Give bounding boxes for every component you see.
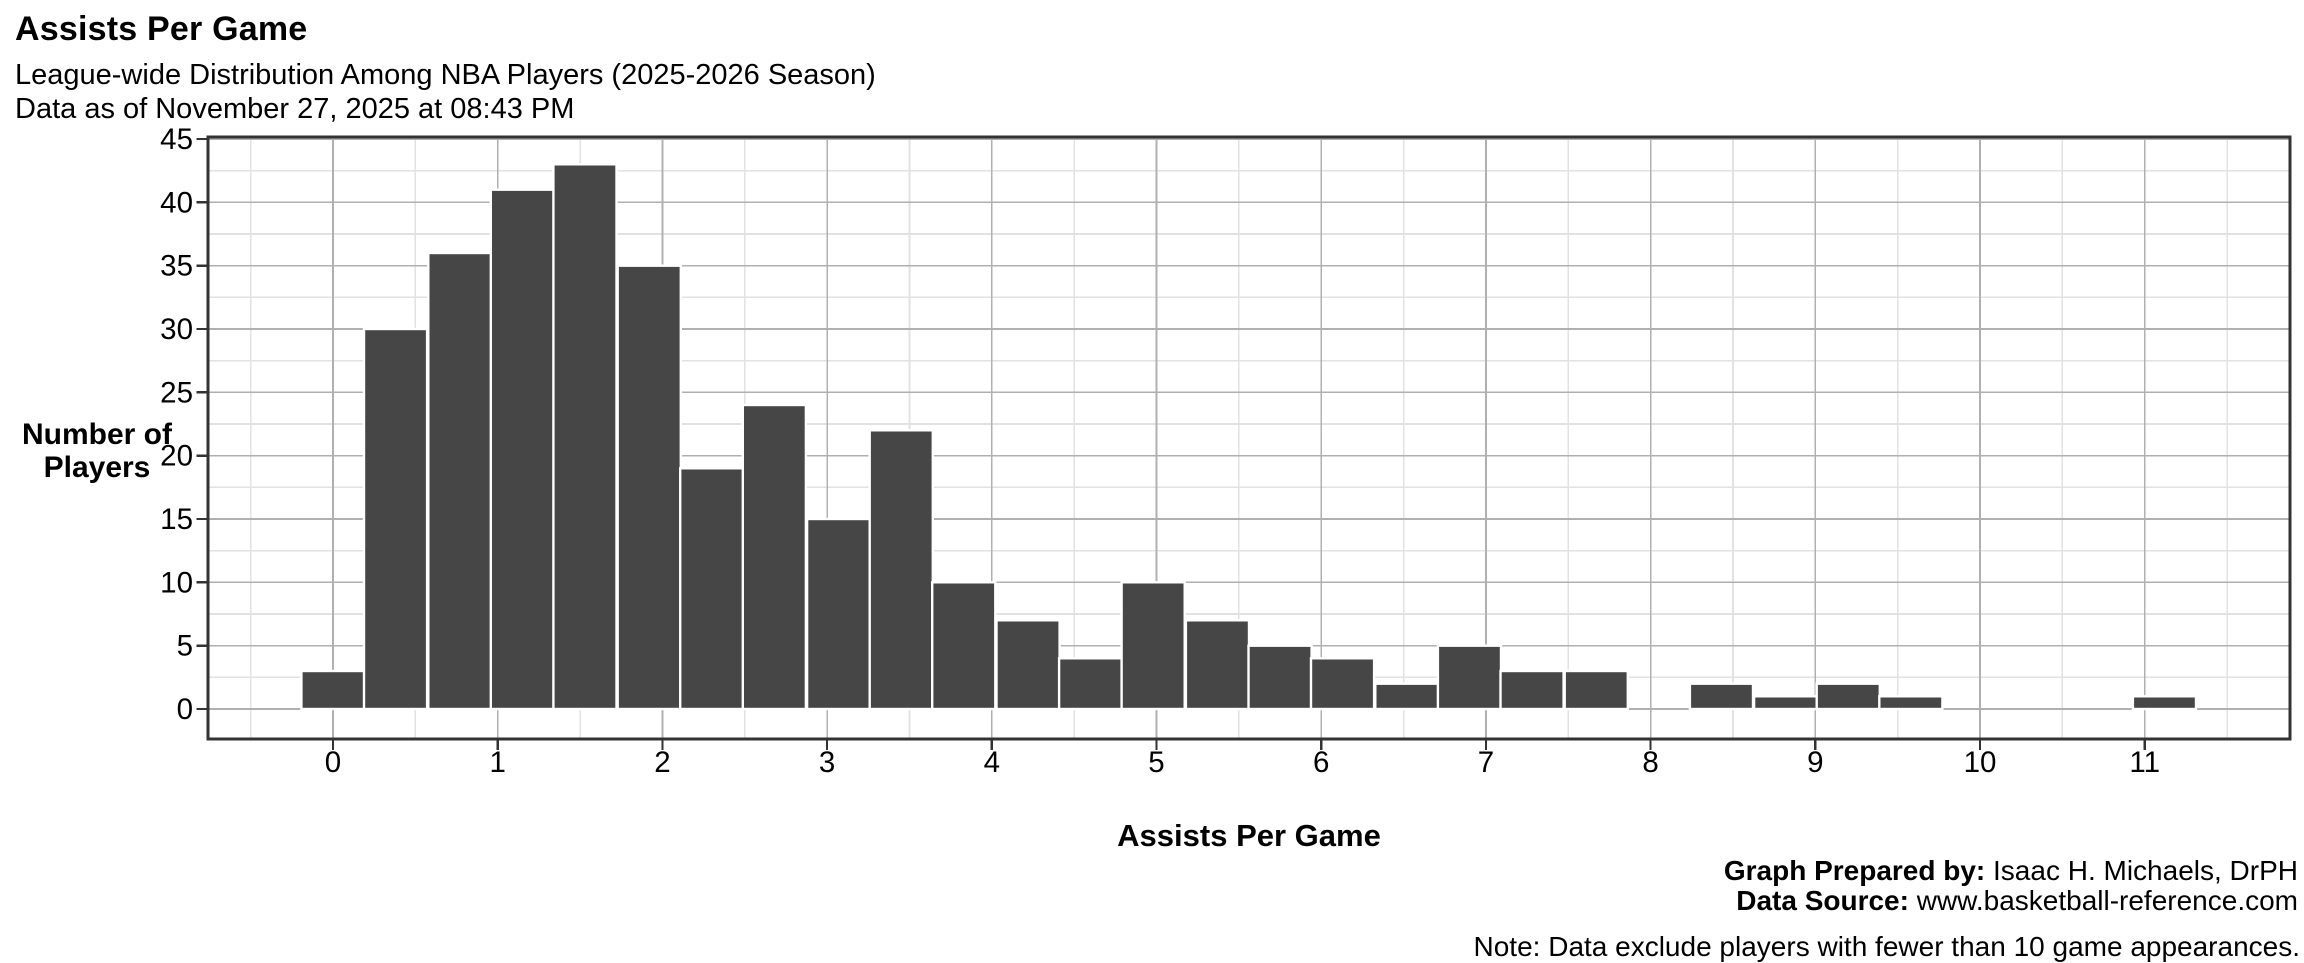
histogram-bar: [741, 403, 808, 711]
x-tick-label: 6: [1313, 746, 1329, 779]
y-tick-label: 45: [160, 123, 193, 156]
x-tick-label: 1: [489, 746, 505, 779]
y-axis-title-line1: Number of: [22, 418, 172, 451]
data-source-value: www.basketball-reference.com: [1908, 884, 2298, 916]
data-source-line: Data Source: www.basketball-reference.co…: [1724, 884, 2298, 916]
y-tick-label: 10: [160, 566, 193, 599]
histogram-bar: [1247, 644, 1313, 711]
x-tick-label: 7: [1478, 746, 1494, 779]
histogram-bar: [552, 163, 618, 711]
x-tick-label: 3: [819, 746, 835, 779]
prepared-by-label: Graph Prepared by:: [1723, 855, 1986, 886]
y-tick-label: 5: [177, 630, 193, 663]
x-tick-label: 11: [2129, 746, 2160, 779]
histogram-bar: [868, 429, 935, 711]
histogram-bar: [995, 619, 1061, 711]
x-tick-label: 4: [984, 746, 1000, 779]
histogram-bar: [616, 264, 683, 711]
y-tick-label: 20: [160, 440, 193, 473]
histogram-bar: [427, 251, 493, 711]
data-as-of-line: Data as of November 27, 2025 at 08:43 PM: [15, 93, 575, 125]
histogram-bar: [362, 327, 429, 711]
prepared-by-value: Isaac H. Michaels, DrPH: [1985, 855, 2298, 886]
histogram-bar: [1563, 669, 1629, 711]
histogram-bar: [931, 581, 997, 711]
histogram-bar: [1120, 581, 1186, 711]
histogram-bar: [2131, 695, 2198, 711]
x-tick-label: 9: [1807, 746, 1823, 779]
x-tick-label: 8: [1642, 746, 1658, 779]
y-axis-title-line2: Players: [43, 451, 151, 484]
histogram-bar: [1309, 657, 1376, 711]
histogram-bar: [1815, 682, 1881, 711]
page-title: Assists Per Game: [15, 10, 308, 48]
histogram-bar: [1374, 682, 1440, 711]
histogram-bar: [1878, 695, 1944, 711]
histogram-bar: [300, 669, 366, 711]
x-tick-label: 2: [654, 746, 670, 779]
histogram-bar: [1752, 695, 1819, 711]
y-tick-label: 15: [160, 503, 193, 536]
y-tick-label: 0: [177, 693, 193, 726]
x-tick-label: 5: [1148, 746, 1164, 779]
histogram-bar: [1688, 682, 1755, 711]
y-tick-label: 40: [160, 186, 193, 219]
y-tick-label: 30: [160, 313, 193, 346]
histogram-bar: [1057, 657, 1124, 711]
histogram-bar: [1436, 644, 1503, 711]
credits-block: Graph Prepared by: Isaac H. Michaels, Dr…: [1724, 856, 2298, 915]
panel-border: [206, 135, 2292, 741]
histogram-bar: [1499, 669, 1565, 711]
y-axis-title: Number of Players: [0, 418, 194, 484]
footnote: Note: Data exclude players with fewer th…: [1473, 931, 2300, 962]
x-axis-title: Assists Per Game: [1117, 818, 1381, 853]
chart-subtitle: League-wide Distribution Among NBA Playe…: [15, 59, 876, 91]
y-tick-label: 25: [160, 376, 193, 409]
histogram-bar: [805, 517, 872, 711]
y-tick-label: 35: [160, 250, 193, 283]
histogram-bar: [489, 188, 556, 711]
x-tick-label: 10: [1964, 746, 1997, 779]
histogram-bar: [679, 467, 745, 711]
histogram-bar: [1184, 619, 1251, 711]
data-source-label: Data Source:: [1736, 884, 1909, 916]
x-tick-label: 0: [325, 746, 341, 779]
prepared-by-line: Graph Prepared by: Isaac H. Michaels, Dr…: [1724, 856, 2298, 886]
subtitle-block: League-wide Distribution Among NBA Playe…: [15, 58, 876, 126]
